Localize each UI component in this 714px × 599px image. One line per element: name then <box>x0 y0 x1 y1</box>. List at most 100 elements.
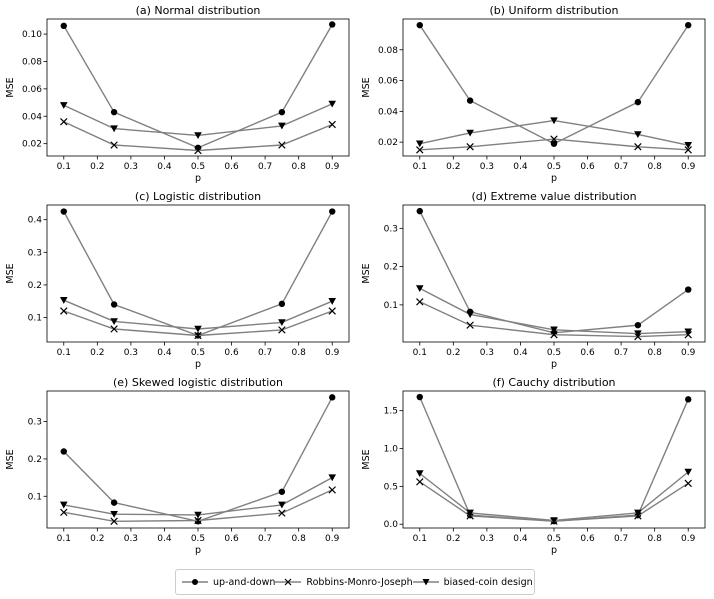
plot-frame <box>402 18 706 157</box>
data-point-biased-coin-design <box>59 501 68 509</box>
legend-item-up-and-down: up-and-down <box>182 577 275 588</box>
y-tick-label: 0.10 <box>22 30 42 40</box>
series-line-robbins-monro-joseph <box>419 481 689 522</box>
y-tick-label: 0.1 <box>384 301 398 311</box>
x-tick-label: 0.8 <box>648 534 663 544</box>
triangle-down-marker-icon <box>412 579 439 586</box>
y-tick-label: 0.0 <box>384 520 399 530</box>
data-point-biased-coin-design <box>278 122 286 130</box>
data-point-up-and-down <box>278 300 286 308</box>
data-point-biased-coin-design <box>194 132 202 140</box>
x-tick-label: 0.4 <box>157 348 172 358</box>
data-point-up-and-down <box>685 21 692 29</box>
data-point-biased-coin-design <box>194 325 202 333</box>
data-point-robbins-monro-joseph <box>416 146 424 154</box>
y-tick-label: 0.06 <box>22 85 42 95</box>
x-tick-label: 0.7 <box>258 534 272 544</box>
x-tick-label: 0.4 <box>513 534 528 544</box>
plot-frame <box>402 390 706 529</box>
x-tick-label: 0.1 <box>413 348 427 358</box>
x-tick-label: 0.3 <box>124 534 138 544</box>
chart-title: (d) Extreme value distribution <box>471 190 636 203</box>
x-tick-label: 0.6 <box>224 162 239 172</box>
x-tick-label: 0.1 <box>413 534 427 544</box>
series-line-up-and-down <box>63 396 333 523</box>
x-axis-label: p <box>195 173 201 184</box>
data-point-biased-coin-design <box>634 131 642 139</box>
y-tick-label: 0.02 <box>22 140 42 150</box>
chart-panel-3: (c) Logistic distribution 0.1 0.2 0.3 0.4 0.5… <box>5 190 350 370</box>
data-point-biased-coin-design <box>59 297 68 304</box>
x-tick-label: 0.6 <box>580 162 595 172</box>
data-point-biased-coin-design <box>684 142 693 149</box>
data-point-biased-coin-design <box>415 470 424 478</box>
chart-title: (e) Skewed logistic distribution <box>113 376 283 389</box>
y-tick-label: 0.04 <box>378 107 398 117</box>
data-point-robbins-monro-joseph <box>634 143 642 151</box>
series-line-biased-coin-design <box>63 103 333 137</box>
data-point-up-and-down <box>60 448 67 455</box>
x-tick-label: 0.3 <box>124 348 138 358</box>
data-point-robbins-monro-joseph <box>60 118 68 126</box>
data-point-robbins-monro-joseph <box>550 135 558 143</box>
chart-title: (f) Cauchy distribution <box>492 376 615 389</box>
data-point-robbins-monro-joseph <box>194 331 202 340</box>
x-tick-label: 0.2 <box>446 162 460 172</box>
y-tick-label: 0.2 <box>28 455 42 465</box>
x-tick-label: 0.2 <box>90 162 104 172</box>
x-tick-label: 0.2 <box>90 534 104 544</box>
x-axis-label: p <box>551 359 557 370</box>
data-point-biased-coin-design <box>278 319 286 327</box>
x-tick-label: 0.5 <box>547 348 561 358</box>
x-axis-label: p <box>195 359 201 370</box>
data-point-robbins-monro-joseph <box>684 479 692 488</box>
data-point-biased-coin-design <box>415 285 424 293</box>
series-line-up-and-down <box>419 24 689 145</box>
data-point-biased-coin-design <box>684 328 693 336</box>
data-point-robbins-monro-joseph <box>110 325 118 333</box>
chart-panel-5: (e) Skewed logistic distribution 0.1 0.2 0.… <box>5 376 350 556</box>
x-tick-label: 0.6 <box>580 534 595 544</box>
x-tick-label: 0.8 <box>648 348 663 358</box>
y-tick-label: 0.2 <box>28 281 42 291</box>
chart-title: (c) Logistic distribution <box>135 190 261 203</box>
data-point-robbins-monro-joseph <box>328 120 336 129</box>
chart-panel-4: (d) Extreme value distribution 0.1 0.2 0.3 0… <box>361 190 706 370</box>
chart-panel-1: (a) Normal distribution 0.1 0.2 0.3 0.4 0.5 0.… <box>5 4 350 184</box>
x-tick-label: 0.1 <box>413 162 427 172</box>
data-point-biased-coin-design <box>466 509 474 517</box>
chart-panel-6: (f) Cauchy distribution 0.1 0.2 0.3 0.4 0.5 0.… <box>361 376 706 556</box>
x-tick-label: 0.9 <box>681 534 696 544</box>
y-axis-label: MSE <box>361 263 372 283</box>
data-point-up-and-down <box>278 108 286 116</box>
data-point-biased-coin-design <box>110 318 118 326</box>
y-axis-label: MSE <box>5 263 16 283</box>
data-point-biased-coin-design <box>278 501 286 509</box>
x-tick-label: 0.7 <box>614 534 628 544</box>
data-point-up-and-down <box>278 488 286 495</box>
data-point-robbins-monro-joseph <box>684 146 692 154</box>
data-point-biased-coin-design <box>328 474 337 482</box>
x-tick-label: 0.4 <box>157 534 172 544</box>
data-point-robbins-monro-joseph <box>110 517 118 526</box>
x-tick-label: 0.6 <box>580 348 595 358</box>
series-line-biased-coin-design <box>63 476 333 516</box>
data-point-robbins-monro-joseph <box>110 141 118 149</box>
y-tick-label: 0.02 <box>378 138 398 148</box>
x-tick-label: 0.3 <box>480 348 494 358</box>
data-point-robbins-monro-joseph <box>328 307 336 315</box>
x-tick-label: 0.8 <box>648 162 663 172</box>
x-tick-label: 0.5 <box>547 162 561 172</box>
data-point-up-and-down <box>634 321 642 329</box>
data-point-up-and-down <box>416 207 423 215</box>
x-tick-label: 0.9 <box>325 534 340 544</box>
data-point-biased-coin-design <box>110 510 118 518</box>
data-point-up-and-down <box>60 22 67 30</box>
y-tick-label: 1.5 <box>384 407 398 417</box>
x-tick-label: 0.2 <box>90 348 104 358</box>
y-tick-label: 1.0 <box>384 445 399 455</box>
y-tick-label: 0.1 <box>28 492 42 502</box>
data-point-up-and-down <box>329 208 336 215</box>
data-point-robbins-monro-joseph <box>550 331 558 339</box>
x-axis-label: p <box>195 545 201 556</box>
